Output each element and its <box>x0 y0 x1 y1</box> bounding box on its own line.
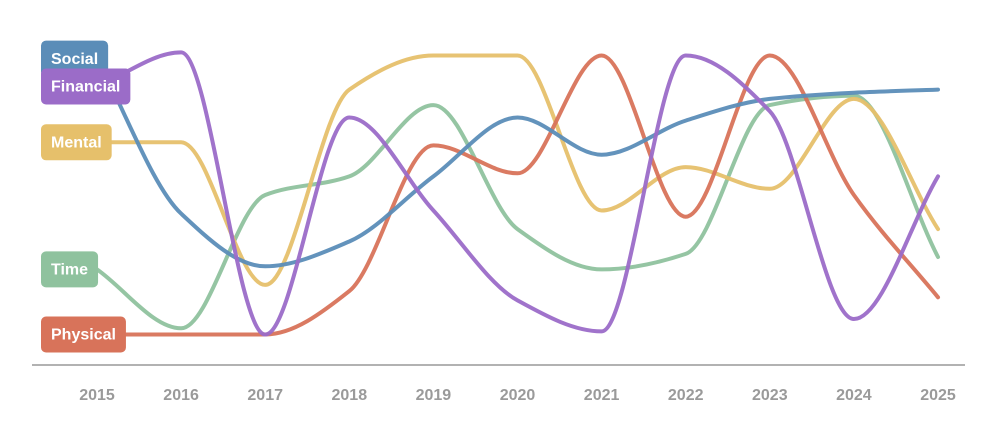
series-line <box>95 93 940 331</box>
series-label: Mental <box>41 124 112 161</box>
x-tick-label: 2017 <box>247 387 283 404</box>
x-tick-label: 2023 <box>752 387 788 404</box>
x-tick-label: 2019 <box>416 387 452 404</box>
legend-label: Social <box>51 51 98 68</box>
series-line <box>95 56 940 269</box>
legend-badge <box>41 40 109 77</box>
series-label: Time <box>41 251 99 288</box>
x-tick-label: 2025 <box>920 387 956 404</box>
series-label: Social <box>41 40 109 77</box>
legend-badge <box>41 316 126 353</box>
legend-badge <box>41 68 131 105</box>
legend-label: Mental <box>51 135 102 152</box>
x-tick-label: 2020 <box>500 387 536 404</box>
legend-badge <box>41 251 99 288</box>
x-tick-label: 2021 <box>584 387 620 404</box>
x-tick-label: 2024 <box>836 387 872 404</box>
x-tick-label: 2015 <box>79 387 115 404</box>
series-line <box>95 50 940 337</box>
legend-badge <box>41 124 112 161</box>
x-tick-label: 2018 <box>332 387 368 404</box>
series-label: Physical <box>41 316 126 353</box>
legend-label: Time <box>51 262 88 279</box>
x-tick-label: 2016 <box>163 387 199 404</box>
legend-label: Financial <box>51 79 120 96</box>
legend-label: Physical <box>51 327 116 344</box>
series-label: Financial <box>41 68 131 105</box>
x-tick-label: 2022 <box>668 387 704 404</box>
